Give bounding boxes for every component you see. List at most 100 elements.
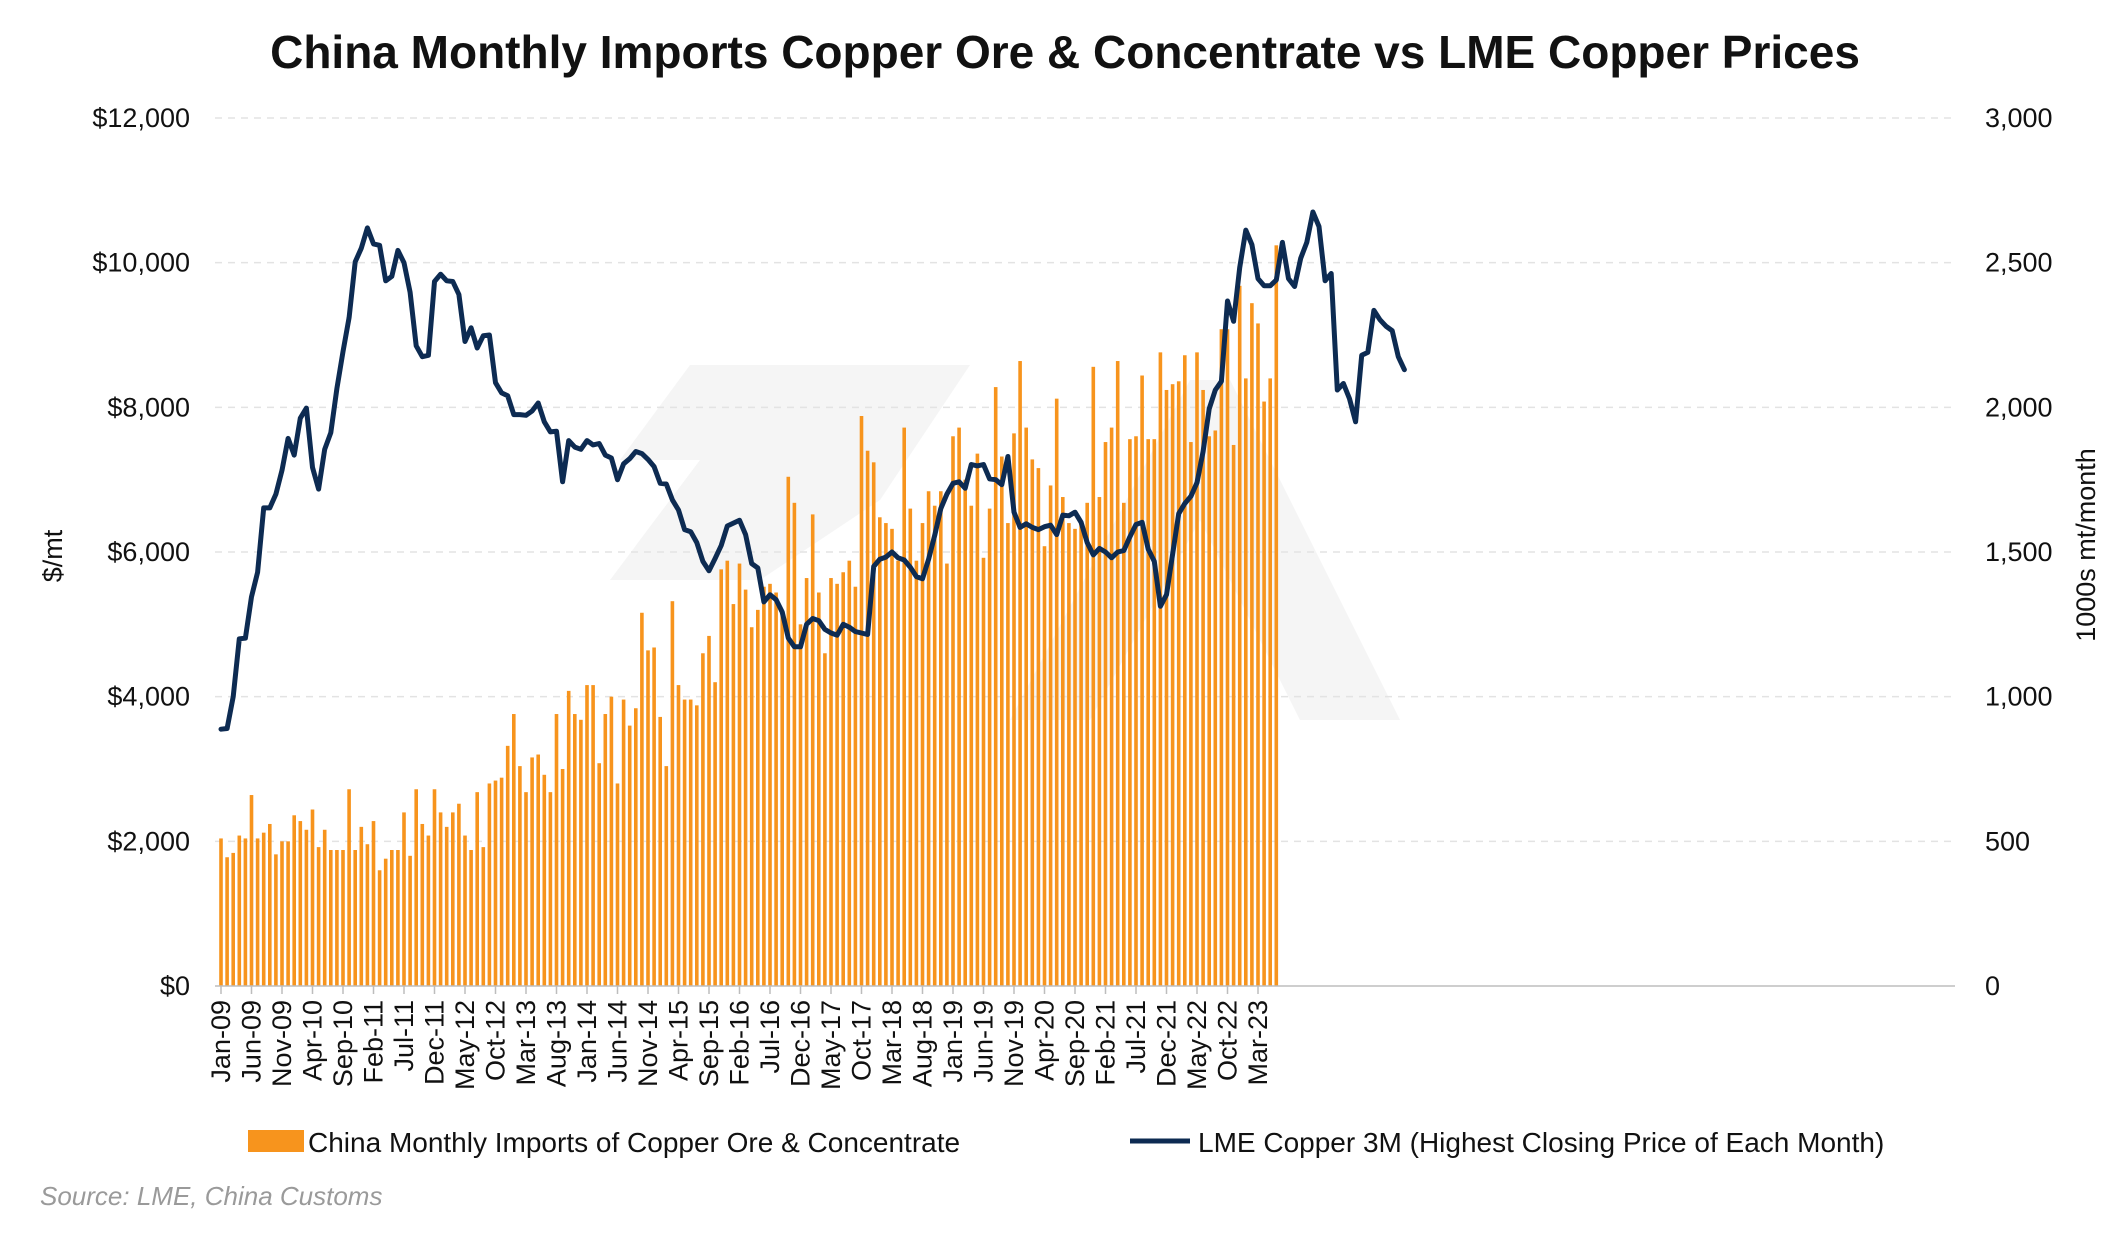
right-axis-ticks: 0 500 1,000 1,500 2,000 2,500 3,000	[1985, 103, 2053, 1001]
import-bar	[749, 627, 754, 986]
import-bar	[560, 769, 565, 986]
import-bar	[1152, 439, 1157, 986]
import-bar	[1000, 456, 1004, 986]
x-tick-label: Oct-22	[1213, 1000, 1243, 1081]
import-bar	[1201, 389, 1205, 987]
import-bar	[853, 586, 858, 986]
import-bar	[286, 841, 290, 986]
left-tick-label: $8,000	[107, 392, 190, 422]
import-bar	[1103, 442, 1108, 986]
x-tick-label: Apr-10	[298, 1000, 328, 1081]
import-bar	[1122, 502, 1126, 986]
right-tick-label: 1,000	[1985, 682, 2053, 712]
import-bar	[1097, 497, 1102, 986]
x-tick-label: Jul-11	[389, 1000, 419, 1072]
import-bar	[1256, 323, 1260, 986]
import-bar	[658, 716, 662, 986]
import-bar	[566, 690, 571, 986]
import-bar	[505, 745, 510, 986]
x-tick-label: Jan-09	[206, 1000, 236, 1083]
import-bar	[1024, 427, 1028, 987]
import-bar	[1170, 384, 1175, 986]
import-bar	[1006, 523, 1010, 986]
import-bar	[475, 792, 479, 986]
import-bar	[420, 823, 425, 986]
import-bar	[798, 624, 803, 986]
import-bar	[383, 858, 388, 986]
import-bar	[743, 589, 748, 986]
import-bar	[756, 609, 760, 986]
gridlines	[215, 117, 1955, 843]
import-bar	[1012, 433, 1016, 986]
left-tick-label: $10,000	[92, 248, 190, 278]
import-bar	[1164, 389, 1169, 987]
import-bar	[408, 855, 412, 986]
import-bar	[554, 714, 559, 986]
x-axis-ticks: Jan-09 Jun-09 Nov-09 Apr-10 Sep-10 Feb-11 Jul-…	[206, 986, 1273, 1090]
import-bar	[310, 809, 315, 986]
import-bar	[585, 685, 589, 986]
x-tick-label: May-22	[1182, 1000, 1212, 1090]
import-bar	[701, 653, 705, 986]
import-bar	[652, 647, 656, 986]
import-bar	[908, 508, 913, 986]
import-bar	[920, 523, 925, 986]
watermark-logo	[610, 365, 1400, 720]
import-bar	[951, 436, 955, 986]
import-bar	[914, 560, 919, 986]
import-bars	[219, 245, 1279, 987]
import-bar	[329, 850, 333, 986]
import-bar	[969, 505, 974, 986]
import-bar	[627, 725, 632, 986]
import-bar	[896, 560, 900, 986]
import-bar	[249, 795, 254, 986]
x-tick-label: Feb-16	[725, 1000, 755, 1086]
import-bar	[1195, 352, 1199, 986]
import-bar	[945, 563, 949, 986]
import-bar	[536, 754, 540, 986]
import-bar	[609, 696, 614, 986]
import-bar	[481, 847, 486, 986]
import-bar	[377, 870, 382, 986]
import-bar	[676, 685, 681, 986]
import-bar	[487, 783, 492, 986]
import-bar	[438, 812, 443, 986]
right-tick-label: 2,000	[1985, 392, 2053, 422]
import-bar	[664, 766, 669, 986]
import-bar	[841, 572, 845, 986]
x-tick-label: Aug-13	[542, 1000, 572, 1087]
import-bar	[804, 578, 809, 986]
import-bar	[1109, 427, 1114, 987]
import-bar	[1079, 523, 1083, 986]
import-bar	[963, 479, 967, 986]
import-bar	[347, 789, 351, 986]
import-bar	[322, 829, 327, 986]
x-tick-label: Dec-16	[786, 1000, 816, 1087]
import-bar	[786, 476, 791, 986]
x-tick-label: May-12	[450, 1000, 480, 1090]
import-bar	[762, 586, 766, 986]
x-tick-label: Oct-17	[847, 1000, 877, 1081]
import-bar	[573, 714, 577, 986]
import-bar	[444, 826, 449, 986]
import-bar	[865, 450, 870, 987]
import-bar	[353, 850, 357, 986]
import-bar	[1268, 378, 1272, 986]
import-bar	[463, 835, 467, 986]
import-bar	[878, 517, 882, 986]
import-bar	[1176, 381, 1181, 986]
import-bar	[219, 838, 223, 986]
import-bar	[884, 523, 888, 986]
import-bar	[1219, 329, 1224, 987]
import-bar	[725, 560, 730, 986]
import-bar	[1237, 285, 1242, 986]
import-bar	[780, 609, 784, 986]
import-bar	[768, 583, 772, 986]
import-bar	[713, 682, 717, 986]
import-bar	[451, 812, 455, 986]
x-tick-label: Nov-19	[999, 1000, 1029, 1087]
import-bar	[1262, 401, 1266, 986]
legend-swatch-imports	[248, 1130, 304, 1152]
import-bar	[237, 835, 242, 986]
